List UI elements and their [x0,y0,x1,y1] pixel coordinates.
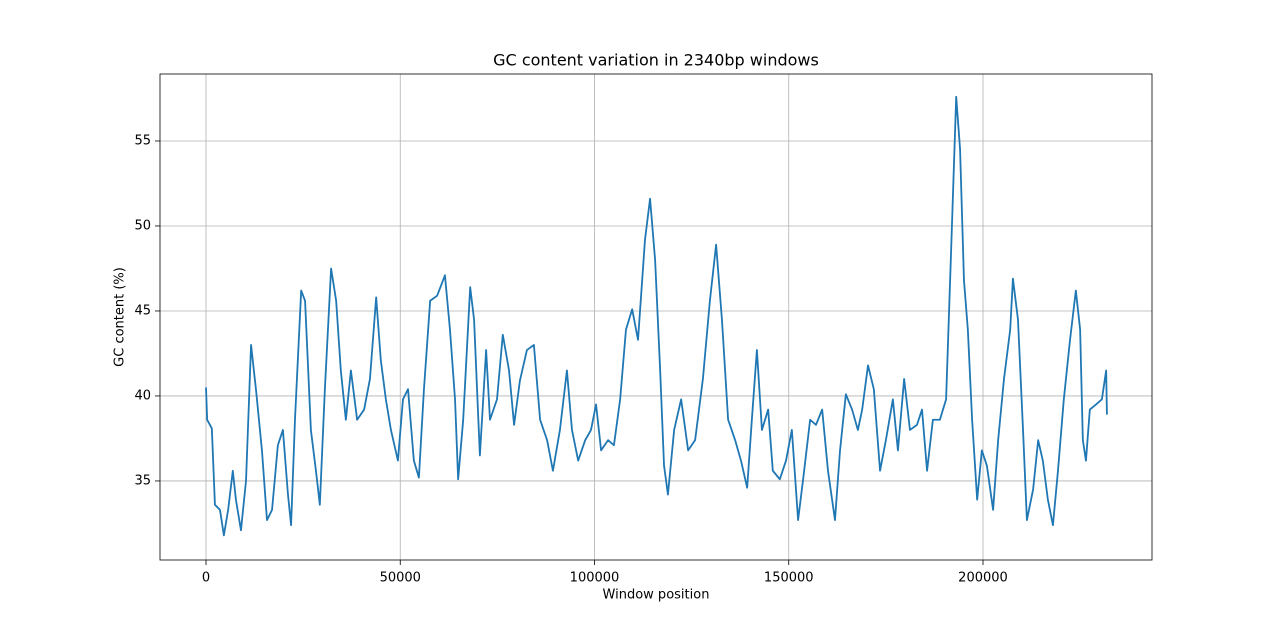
x-tick-label: 50000 [380,571,421,586]
x-tick-label: 0 [202,571,210,586]
chart-title: GC content variation in 2340bp windows [493,51,819,70]
y-tick-label: 45 [134,303,151,318]
x-tick-label: 200000 [958,571,1008,586]
y-tick-label: 55 [134,133,151,148]
data-line [205,95,1108,537]
x-axis-label: Window position [603,588,710,603]
plot-frame [159,73,1153,561]
y-tick-label: 40 [134,388,151,403]
x-tick-label: 150000 [764,571,814,586]
y-axis-label: GC content (%) [113,267,128,367]
y-tick-label: 50 [134,218,151,233]
y-tick-label: 35 [134,473,151,488]
x-tick-label: 100000 [570,571,620,586]
